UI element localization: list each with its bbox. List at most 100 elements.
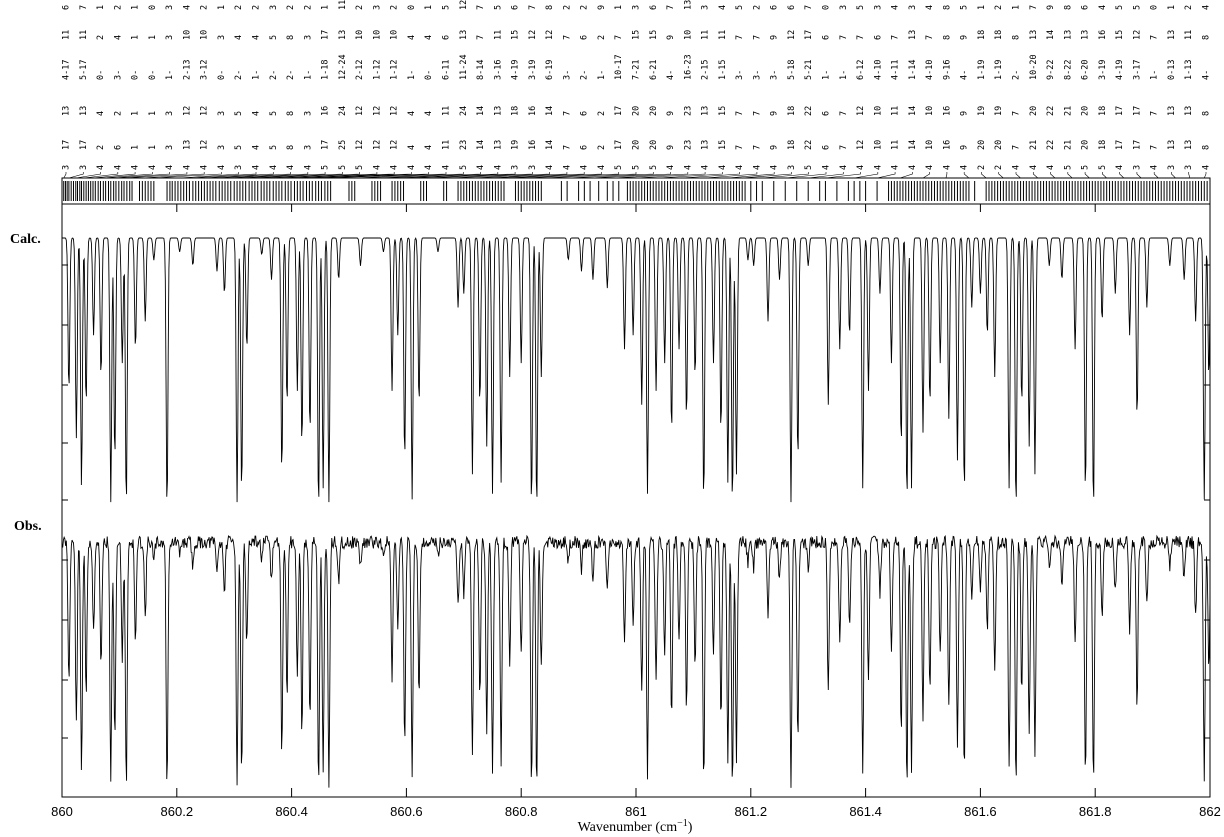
quantum-number-label: 17 xyxy=(1115,140,1125,150)
quantum-number-label: 3 xyxy=(217,145,227,150)
quantum-number-label: 10 xyxy=(873,106,883,116)
quantum-number-label: 9 xyxy=(770,111,780,116)
quantum-number-label: 5 xyxy=(1132,5,1142,10)
quantum-number-label: 7 xyxy=(839,111,849,116)
assignment-leader xyxy=(681,172,740,179)
quantum-number-label: 1 xyxy=(148,35,158,40)
quantum-number-label: 5 xyxy=(649,165,659,170)
quantum-number-label: 7-21 xyxy=(632,60,642,80)
quantum-number-label: 13 xyxy=(459,30,469,40)
quantum-number-label: 2 xyxy=(234,5,244,10)
quantum-number-label: 5 xyxy=(234,111,244,116)
quantum-number-label: 17 xyxy=(804,30,814,40)
quantum-number-label: 17 xyxy=(1115,106,1125,116)
quantum-number-label: 7 xyxy=(476,5,486,10)
quantum-number-label: 6-19 xyxy=(545,60,555,80)
quantum-number-label: 12 xyxy=(182,106,192,116)
quantum-number-label: 2-13 xyxy=(182,60,192,80)
quantum-number-label: 13 xyxy=(493,140,503,150)
assignment-leader xyxy=(998,172,1004,179)
assignment-leader xyxy=(1203,172,1207,179)
quantum-number-label: 3-19 xyxy=(1098,60,1108,80)
quantum-number-label: 3- xyxy=(752,70,762,80)
quantum-number-label: 8 xyxy=(286,35,296,40)
quantum-number-label: 5 xyxy=(1115,5,1125,10)
quantum-number-label: 4 xyxy=(269,165,279,170)
quantum-number-label: 15 xyxy=(718,106,728,116)
quantum-number-label: 1 xyxy=(424,5,434,10)
quantum-number-label: 4 xyxy=(217,165,227,170)
x-tick-label: 860 xyxy=(51,804,73,819)
assignment-leader xyxy=(189,172,257,179)
assignment-leader xyxy=(1015,172,1021,179)
quantum-number-label: 9 xyxy=(770,145,780,150)
quantum-number-label: 5 xyxy=(269,145,279,150)
quantum-number-label: 6 xyxy=(822,145,832,150)
quantum-number-label: 4 xyxy=(113,165,123,170)
quantum-number-label: 4 xyxy=(286,165,296,170)
quantum-number-label: 4 xyxy=(252,145,262,150)
quantum-number-label: 13 xyxy=(1167,30,1177,40)
quantum-number-label: 7 xyxy=(1150,35,1160,40)
quantum-number-label: 1- xyxy=(597,70,607,80)
quantum-number-label: 18 xyxy=(511,106,521,116)
quantum-number-label: 3 xyxy=(234,165,244,170)
quantum-number-label: 10 xyxy=(925,140,935,150)
quantum-number-label: 0-13 xyxy=(1167,60,1177,80)
quantum-number-label: 3 xyxy=(1132,165,1142,170)
quantum-number-label: 13 xyxy=(701,140,711,150)
quantum-number-label: 1- xyxy=(407,70,417,80)
quantum-number-label: 2- xyxy=(1012,70,1022,80)
quantum-number-label: 6 xyxy=(442,35,452,40)
quantum-number-label: 14 xyxy=(545,140,555,150)
assignment-leader xyxy=(273,172,378,179)
quantum-number-label: 12 xyxy=(545,30,555,40)
quantum-number-label: 7 xyxy=(839,35,849,40)
quantum-number-label: 10 xyxy=(372,30,382,40)
quantum-number-label: 7 xyxy=(925,35,935,40)
quantum-number-label: 6 xyxy=(873,35,883,40)
quantum-number-label: 7 xyxy=(752,35,762,40)
quantum-number-label: 5 xyxy=(1063,165,1073,170)
quantum-number-label: 11 xyxy=(338,0,348,10)
assignment-leader xyxy=(446,172,550,179)
quantum-number-label: 24 xyxy=(338,106,348,116)
quantum-number-label: 0 xyxy=(407,5,417,10)
quantum-number-label: 3 xyxy=(165,35,175,40)
quantum-number-label: 3 xyxy=(701,5,711,10)
quantum-number-label: 18 xyxy=(787,140,797,150)
assignment-leader xyxy=(613,172,689,179)
quantum-number-label: 12 xyxy=(1132,30,1142,40)
quantum-number-label: 1 xyxy=(96,5,106,10)
quantum-number-label: 2 xyxy=(597,111,607,116)
quantum-number-label: 1 xyxy=(1012,5,1022,10)
quantum-number-label: 2 xyxy=(355,5,365,10)
assignment-leader xyxy=(423,172,533,179)
quantum-number-label: 4 xyxy=(200,165,210,170)
quantum-number-label: 4 xyxy=(424,35,434,40)
quantum-number-label: 4 xyxy=(407,145,417,150)
quantum-number-label: 14 xyxy=(476,106,486,116)
quantum-number-label: 5 xyxy=(804,165,814,170)
quantum-number-label: 13 xyxy=(683,0,693,10)
quantum-number-label: 4 xyxy=(96,165,106,170)
quantum-number-label: 10 xyxy=(925,106,935,116)
assignment-leader xyxy=(503,172,602,179)
quantum-number-label: 11 xyxy=(718,30,728,40)
quantum-number-label: 4 xyxy=(891,5,901,10)
quantum-number-label: 0 xyxy=(1150,5,1160,10)
quantum-number-label: 12 xyxy=(372,106,382,116)
quantum-number-label: 10 xyxy=(390,30,400,40)
quantum-number-label: 4 xyxy=(925,5,935,10)
assignment-leader xyxy=(877,172,896,179)
quantum-number-label: 23 xyxy=(459,140,469,150)
quantum-number-label: 4 xyxy=(493,165,503,170)
quantum-number-label: 8 xyxy=(286,111,296,116)
quantum-number-label: 4 xyxy=(407,111,417,116)
quantum-number-label: 17 xyxy=(321,30,331,40)
assignment-leader xyxy=(1032,172,1038,179)
assignment-leader xyxy=(963,172,970,179)
quantum-number-label: 8 xyxy=(286,145,296,150)
quantum-number-label: 19 xyxy=(994,106,1004,116)
quantum-number-label: 11 xyxy=(891,106,901,116)
